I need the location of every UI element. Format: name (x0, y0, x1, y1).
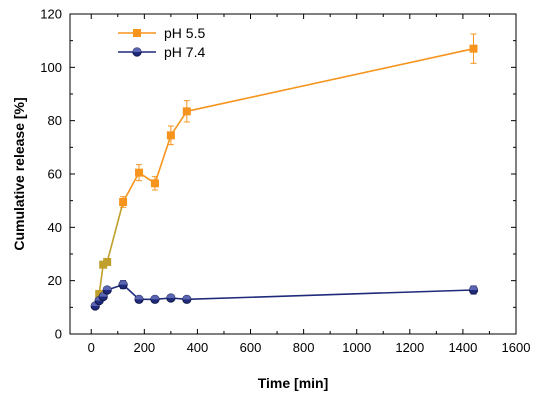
x-tick-label: 400 (187, 340, 209, 355)
data-point-square (166, 131, 175, 140)
x-tick-label: 800 (293, 340, 315, 355)
y-tick-label: 60 (48, 167, 62, 182)
legend-marker-square (133, 29, 141, 37)
data-point-highlight (469, 285, 478, 290)
data-point-highlight (134, 295, 144, 300)
y-tick-label: 80 (48, 113, 62, 128)
x-tick-label: 1200 (395, 340, 424, 355)
series-1 (95, 33, 478, 298)
series-line-segment (186, 289, 474, 301)
legend-label: pH 5.5 (164, 25, 205, 41)
data-point-highlight (182, 295, 192, 300)
y-tick-label: 120 (40, 7, 62, 22)
chart-series (90, 33, 479, 311)
data-point-square (103, 258, 112, 266)
data-point-highlight (150, 295, 160, 300)
y-tick-label: 40 (48, 220, 62, 235)
x-tick-label: 600 (240, 340, 262, 355)
series-2 (90, 280, 479, 311)
series-line-segment (98, 264, 104, 295)
data-point-highlight (102, 285, 112, 290)
series-line-segment (186, 47, 474, 113)
data-point-highlight (166, 293, 176, 298)
x-tick-label: 200 (133, 340, 155, 355)
data-point-square (150, 179, 159, 188)
x-tick-label: 1600 (502, 340, 531, 355)
series-line-segment (106, 201, 124, 263)
data-point-highlight (118, 280, 128, 285)
legend-label: pH 7.4 (164, 44, 205, 60)
y-tick-label: 100 (40, 60, 62, 75)
chart-legend: pH 5.5 pH 7.4 (118, 25, 205, 60)
y-tick-label: 0 (55, 327, 62, 342)
data-point-square (119, 198, 128, 206)
data-point-square (469, 44, 478, 53)
series-line-segment (122, 172, 140, 203)
y-tick-label: 20 (48, 273, 62, 288)
chart-axes: 0 200 400 600 800 1000 1200 1400 1600 0 20 40 60 80 10… (40, 7, 530, 356)
series-line-segment (154, 135, 172, 184)
x-tick-label: 1400 (448, 340, 477, 355)
x-axis-title: Time [min] (258, 375, 329, 391)
data-point-square (135, 168, 144, 177)
y-axis-title: Cumulative release [%] (11, 97, 27, 250)
data-point-square (95, 290, 104, 298)
x-tick-label: 0 (88, 340, 95, 355)
data-point-square (182, 107, 191, 116)
legend-marker-highlight (132, 47, 142, 52)
x-tick-label: 1000 (342, 340, 371, 355)
